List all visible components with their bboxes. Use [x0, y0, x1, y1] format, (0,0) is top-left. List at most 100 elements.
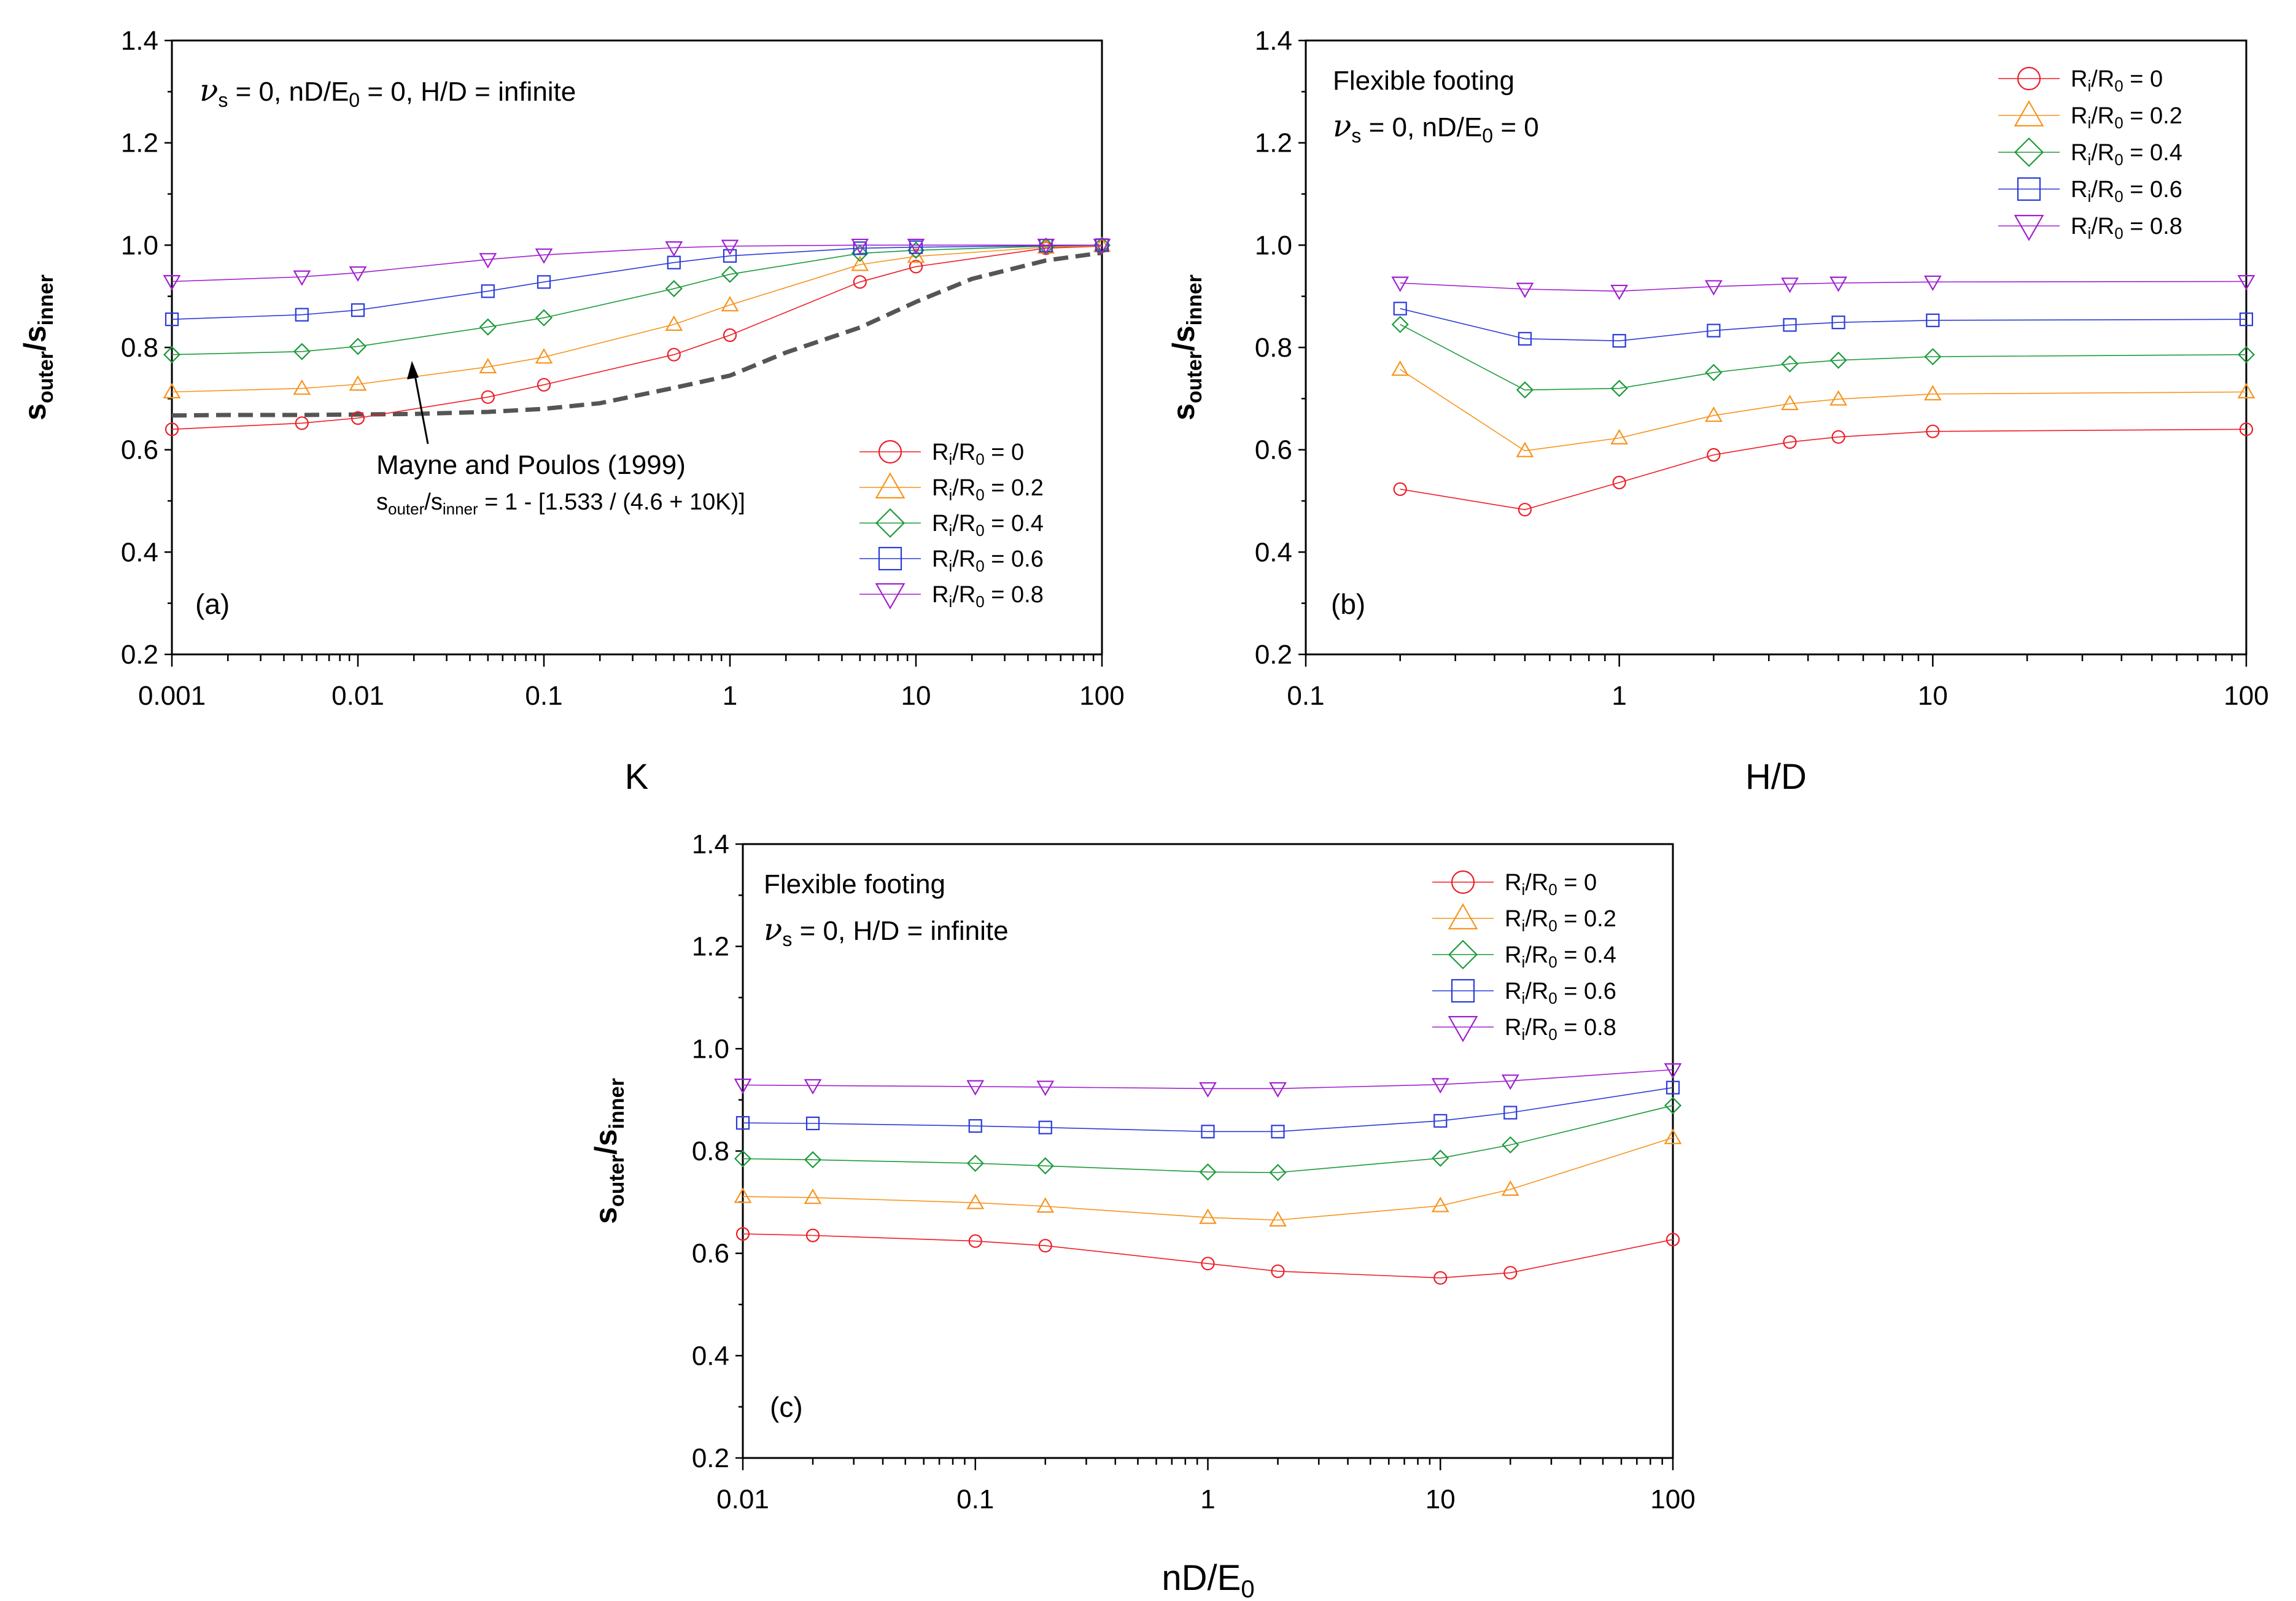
legend-entry: Ri/R0 = 0.4 [1998, 137, 2182, 169]
series-line [1400, 324, 2247, 391]
y-tick-label: 0.4 [121, 537, 158, 567]
data-point [966, 1193, 985, 1209]
series-layer-c [734, 1063, 1682, 1285]
legend-label: Ri/R0 = 0 [2071, 66, 2163, 95]
data-point [734, 1079, 752, 1095]
data-point [1391, 316, 1409, 333]
data-point [535, 348, 553, 364]
y-tick-label: 0.6 [692, 1239, 729, 1269]
legend-marker [1448, 939, 1478, 970]
legend-entry: Ri/R0 = 0.8 [859, 582, 1044, 611]
x-tick-label: 100 [1650, 1484, 1695, 1514]
data-point [1783, 435, 1797, 449]
data-point [735, 1227, 750, 1241]
y-tick-label: 0.2 [1255, 640, 1292, 670]
series-layer-b [1391, 275, 2255, 517]
y-tick-label: 1.4 [1255, 26, 1292, 56]
series-a-0 [165, 239, 1109, 436]
legend-marker [878, 546, 902, 571]
x-tick-label: 10 [901, 681, 931, 711]
series-line [171, 246, 1103, 430]
x-axis-label-c: nD/E0 [1162, 1558, 1254, 1601]
y-axis-label-a: souter/sinner [18, 274, 58, 421]
data-point [1664, 1096, 1682, 1114]
data-point [734, 1150, 752, 1168]
legend-marker [1448, 903, 1478, 929]
data-point [721, 239, 739, 255]
series-line [171, 244, 1103, 355]
legend-label: Ri/R0 = 0.4 [2071, 140, 2182, 169]
legend-marker [1451, 979, 1475, 1003]
data-point [1707, 448, 1721, 462]
y-tick-label: 0.4 [1255, 537, 1292, 567]
data-point [1201, 1125, 1215, 1139]
data-point [1612, 475, 1626, 490]
data-point [2237, 346, 2255, 363]
x-tick-label: 1 [1611, 681, 1626, 711]
data-point [1391, 276, 1410, 292]
annotation-arrow-head [407, 361, 419, 379]
data-point [1433, 1114, 1448, 1128]
data-point [165, 422, 179, 436]
data-point [1516, 441, 1534, 457]
legend-marker [875, 472, 906, 498]
data-point [1503, 1266, 1518, 1280]
legend-label: Ri/R0 = 0.6 [1505, 979, 1616, 1007]
legend-marker [1448, 1016, 1478, 1042]
data-point [1199, 1163, 1217, 1181]
data-point [1393, 482, 1407, 496]
x-tick-label: 10 [1918, 681, 1948, 711]
data-point [665, 241, 683, 257]
series-b-1 [1391, 360, 2255, 457]
data-point [1201, 1257, 1215, 1271]
data-point [1666, 1233, 1680, 1247]
series-b-2 [1391, 316, 2255, 399]
series-b-3 [1393, 301, 2254, 348]
legend-marker [1451, 870, 1475, 894]
series-a-3 [165, 238, 1109, 327]
condition-note-a: νs = 0, nD/E0 = 0, H/D = infinite [200, 72, 576, 111]
data-point [1271, 1125, 1285, 1139]
series-line [742, 1087, 1674, 1133]
series-line [171, 244, 1103, 320]
x-tick-label: 0.001 [138, 681, 206, 711]
legend-entry: Ri/R0 = 0.6 [1998, 177, 2182, 206]
panel-label-c: (c) [770, 1391, 803, 1423]
data-point [1501, 1180, 1519, 1196]
panel-label-a: (a) [195, 588, 230, 620]
condition-note-c: νs = 0, H/D = infinite [764, 912, 1009, 950]
y-axis-label-c: souter/sinner [589, 1078, 629, 1224]
legend-entry: Ri/R0 = 0.4 [859, 508, 1044, 540]
data-point [1269, 1211, 1287, 1227]
legend-entry: Ri/R0 = 0.2 [1998, 100, 2182, 132]
data-point [805, 1228, 820, 1242]
series-a-1 [163, 236, 1111, 398]
series-line [742, 1069, 1674, 1090]
data-point [1704, 406, 1723, 422]
y-axis-label-b: souter/sinner [1166, 274, 1206, 421]
data-point [163, 346, 181, 363]
data-point [1664, 1128, 1682, 1144]
legend-entry: Ri/R0 = 0.6 [859, 546, 1044, 575]
data-point [295, 416, 309, 430]
data-point [1610, 284, 1629, 301]
annotation-arrow-shaft [412, 365, 429, 444]
data-point [1705, 363, 1723, 381]
data-point [1610, 428, 1629, 444]
data-point [163, 275, 181, 291]
data-point [1516, 282, 1534, 298]
ticks-a: 0.2 0.4 0.6 0.8 1.0 1.2 1.4 0.001 0.01 0.1 1 10 100 [121, 26, 1125, 711]
data-point [851, 238, 869, 255]
legend-marker [2017, 66, 2041, 91]
data-point [735, 1116, 750, 1130]
data-point [1502, 1136, 1519, 1154]
series-line [742, 1233, 1674, 1279]
y-tick-label: 0.6 [121, 435, 158, 465]
series-b-4 [1391, 275, 2255, 301]
data-point [295, 308, 309, 322]
series-line [171, 244, 1102, 282]
data-point [805, 1116, 820, 1131]
data-point [1269, 1163, 1287, 1182]
data-point [851, 255, 869, 271]
data-point [1432, 1149, 1449, 1167]
